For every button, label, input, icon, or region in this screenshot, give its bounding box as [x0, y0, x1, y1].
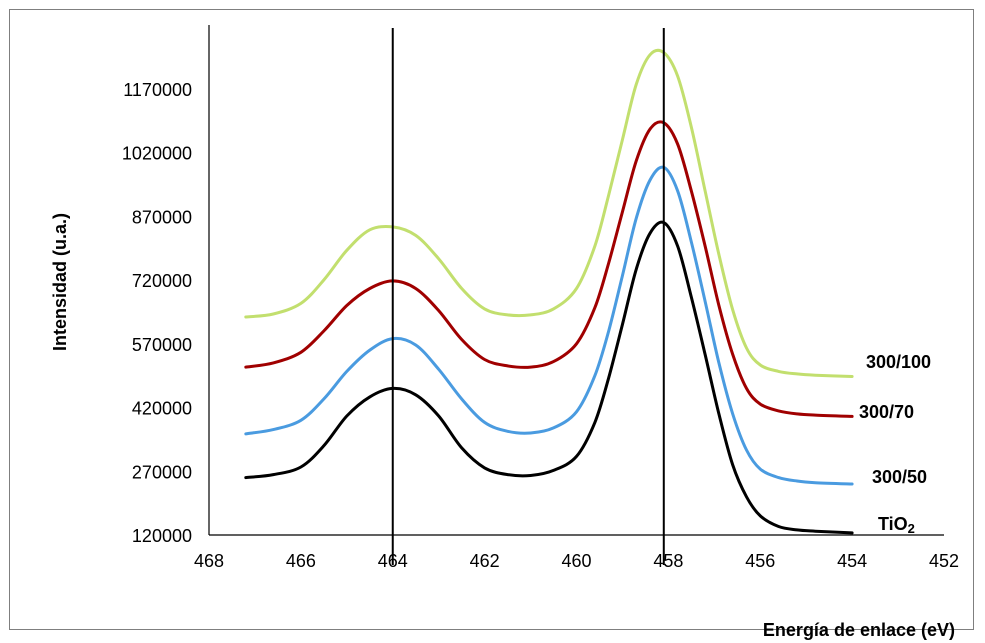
y-tick-label: 870000: [132, 207, 192, 227]
series-line-tio2: [244, 220, 854, 535]
series-line-300-100: [244, 48, 854, 378]
series-label-300-70: 300/70: [859, 402, 914, 422]
reference-lines: [391, 28, 665, 565]
y-tick-label: 570000: [132, 335, 192, 355]
x-tick-label: 464: [378, 551, 408, 571]
x-tick-label: 468: [194, 551, 224, 571]
series-line-300-70: [244, 120, 854, 418]
y-tick-label: 1020000: [122, 144, 192, 164]
x-axis-title: Energía de enlace (eV): [763, 620, 955, 640]
x-tick-label: 458: [653, 551, 683, 571]
x-tick-label: 460: [561, 551, 591, 571]
y-axis-title: Intensidad (u.a.): [50, 213, 70, 351]
x-tick-label: 456: [745, 551, 775, 571]
series-line-300-50: [244, 165, 854, 486]
tick-labels: 120000 270000 420000 570000 720000 870000 1020…: [122, 80, 959, 571]
series-labels: TiO2 300/50 300/70 300/100: [859, 352, 931, 536]
y-tick-label: 120000: [132, 526, 192, 546]
series-label-300-100: 300/100: [866, 352, 931, 372]
series-label-300-50: 300/50: [872, 467, 927, 487]
series-label-tio2: TiO2: [878, 514, 915, 536]
axes-group: [208, 25, 944, 536]
y-tick-label: 270000: [132, 462, 192, 482]
y-tick-label: 420000: [132, 399, 192, 419]
y-tick-label: 1170000: [123, 80, 192, 100]
x-tick-label: 454: [837, 551, 867, 571]
x-tick-label: 462: [470, 551, 500, 571]
chart-frame: [9, 9, 974, 630]
y-tick-label: 720000: [132, 271, 192, 291]
series-lines: [244, 48, 854, 535]
x-tick-label: 452: [929, 551, 959, 571]
x-tick-label: 466: [286, 551, 316, 571]
